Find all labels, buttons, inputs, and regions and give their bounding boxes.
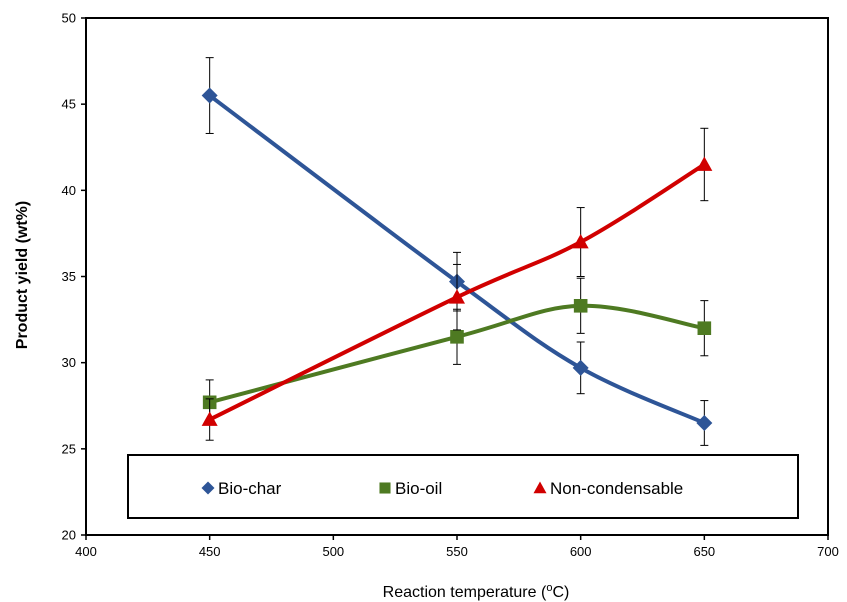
x-tick-label: 400 bbox=[75, 544, 97, 559]
legend-marker-non-condensable bbox=[533, 481, 547, 494]
legend: Bio-char Bio-oil Non-condensable bbox=[127, 454, 799, 519]
x-tick-label: 700 bbox=[817, 544, 839, 559]
data-point-non-condensable bbox=[696, 156, 713, 171]
series-line-bio-char bbox=[208, 93, 706, 425]
data-point-non-condensable bbox=[201, 411, 218, 426]
legend-label-bio-char: Bio-char bbox=[218, 479, 282, 498]
x-tick-label: 500 bbox=[322, 544, 344, 559]
x-tick-label: 650 bbox=[693, 544, 715, 559]
data-point-bio-oil bbox=[573, 298, 588, 313]
x-tick-label: 450 bbox=[199, 544, 221, 559]
data-point-bio-char bbox=[696, 414, 713, 431]
legend-label-bio-oil: Bio-oil bbox=[395, 479, 442, 498]
legend-label-non-condensable: Non-condensable bbox=[550, 479, 683, 498]
series-line-bio-oil bbox=[209, 303, 705, 405]
data-point-bio-char bbox=[572, 359, 589, 376]
data-point-bio-char bbox=[201, 87, 218, 104]
legend-marker-bio-char bbox=[201, 481, 215, 495]
y-tick-label: 20 bbox=[62, 528, 76, 543]
x-tick-label: 550 bbox=[446, 544, 468, 559]
series-line-non-condensable bbox=[208, 162, 706, 422]
data-point-bio-oil bbox=[450, 330, 464, 344]
legend-frame bbox=[127, 454, 799, 519]
y-tick-label: 35 bbox=[62, 269, 76, 284]
x-axis-title: Reaction temperature (oC) bbox=[383, 582, 570, 601]
y-tick-label: 30 bbox=[62, 355, 76, 370]
data-point-non-condensable bbox=[449, 289, 465, 304]
y-tick-label: 25 bbox=[62, 441, 76, 456]
y-tick-label: 40 bbox=[62, 183, 76, 198]
x-tick-label: 600 bbox=[570, 544, 592, 559]
plot-area bbox=[201, 57, 713, 446]
y-tick-label: 45 bbox=[62, 97, 76, 112]
legend-marker-bio-oil bbox=[379, 482, 391, 494]
data-point-non-condensable bbox=[572, 234, 589, 249]
y-tick-label: 50 bbox=[62, 11, 76, 26]
y-axis-title: Product yield (wt%) bbox=[14, 201, 31, 349]
data-point-bio-oil bbox=[697, 321, 712, 335]
axis-ticks: 400 450 500 550 600 650 700 20 25 30 35 40 45 50 bbox=[62, 11, 839, 560]
series-non-condensable bbox=[201, 127, 713, 441]
